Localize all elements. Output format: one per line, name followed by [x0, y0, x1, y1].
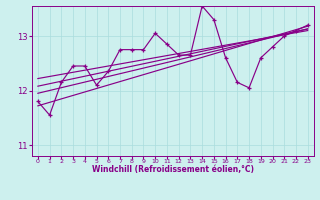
X-axis label: Windchill (Refroidissement éolien,°C): Windchill (Refroidissement éolien,°C): [92, 165, 254, 174]
